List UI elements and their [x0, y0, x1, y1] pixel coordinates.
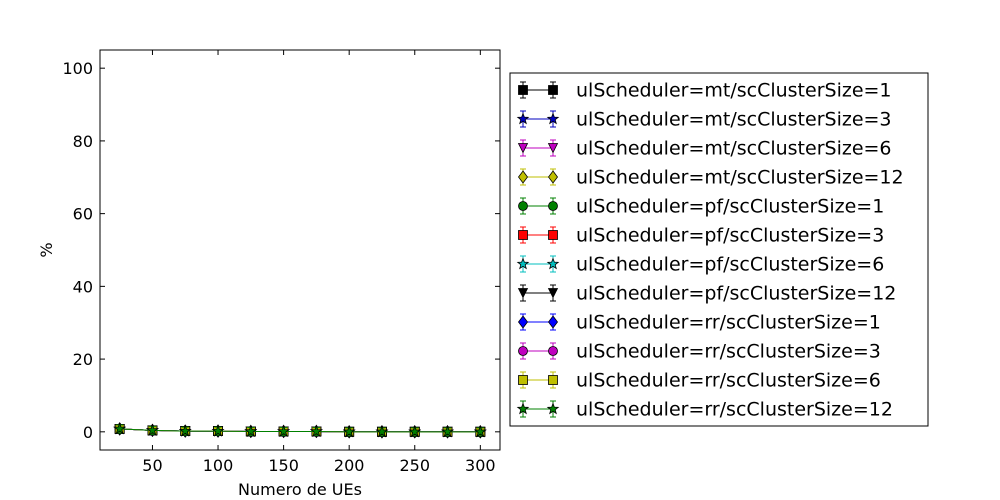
x-axis: 50 100 150 200 250 300 — [142, 50, 496, 475]
legend-label: ulScheduler=pf/scClusterSize=1 — [576, 196, 884, 218]
legend-marker — [547, 288, 559, 299]
legend-marker — [546, 257, 560, 270]
legend-marker — [517, 288, 529, 299]
y-tick-label: 40 — [73, 277, 93, 296]
y-tick-label: 0 — [83, 423, 93, 442]
legend-label: ulScheduler=mt/scClusterSize=3 — [576, 109, 892, 131]
y-tick-label: 60 — [73, 205, 93, 224]
y-axis: 0 20 40 60 80 100 — [62, 59, 500, 442]
legend-label: ulScheduler=pf/scClusterSize=3 — [576, 225, 884, 247]
series-12 — [113, 422, 487, 438]
y-tick-label: 100 — [62, 59, 93, 78]
data-point — [310, 424, 323, 437]
legend-marker — [546, 112, 560, 125]
legend-marker — [518, 375, 528, 385]
legend-label: ulScheduler=mt/scClusterSize=12 — [576, 167, 904, 189]
y-axis-label: % — [37, 242, 56, 257]
data-point — [277, 424, 290, 437]
legend-item: ulScheduler=pf/scClusterSize=6 — [516, 254, 884, 276]
legend-marker — [548, 230, 558, 240]
x-tick-label: 300 — [465, 456, 496, 475]
legend-marker — [548, 375, 558, 385]
series-7 — [113, 422, 487, 438]
legend-item: ulScheduler=mt/scClusterSize=1 — [518, 80, 892, 102]
legend-label: ulScheduler=pf/scClusterSize=12 — [576, 283, 896, 305]
legend-box — [509, 72, 929, 427]
legend-marker — [548, 346, 558, 356]
x-tick-label: 100 — [203, 456, 234, 475]
legend-item: ulScheduler=pf/scClusterSize=1 — [518, 196, 884, 218]
data-point — [211, 424, 225, 437]
legend-marker — [518, 170, 528, 184]
legend-marker — [548, 315, 558, 329]
y-tick-label: 80 — [73, 132, 93, 151]
legend-label: ulScheduler=mt/scClusterSize=1 — [576, 80, 892, 102]
legend-item: ulScheduler=rr/scClusterSize=1 — [518, 312, 881, 334]
data-point — [375, 425, 389, 438]
legend-marker — [547, 143, 559, 154]
series-2 — [113, 422, 487, 438]
legend-marker — [518, 315, 528, 329]
y-tick-label: 20 — [73, 350, 93, 369]
legend-marker — [516, 257, 530, 270]
data-point — [178, 424, 192, 437]
legend-marker — [516, 402, 530, 415]
legend-marker — [518, 346, 528, 356]
plot-frame — [99, 49, 501, 451]
data-point — [113, 422, 126, 435]
legend-item: ulScheduler=rr/scClusterSize=3 — [518, 341, 881, 363]
legend-item: ulScheduler=mt/scClusterSize=6 — [517, 138, 892, 160]
data-point — [244, 424, 258, 437]
legend-marker — [517, 143, 529, 154]
legend-marker — [546, 402, 560, 415]
legend-marker — [516, 112, 530, 125]
x-tick-label: 150 — [268, 456, 299, 475]
legend-item: ulScheduler=pf/scClusterSize=12 — [517, 283, 896, 305]
legend-marker — [518, 230, 528, 240]
legend-label: ulScheduler=rr/scClusterSize=1 — [576, 312, 881, 334]
x-tick-label: 50 — [142, 456, 162, 475]
x-axis-label: Numero de UEs — [238, 480, 362, 499]
x-tick-label: 200 — [334, 456, 365, 475]
legend-item: ulScheduler=mt/scClusterSize=12 — [518, 167, 904, 189]
series-line — [119, 428, 481, 433]
plot-area — [99, 49, 501, 451]
data-point — [474, 425, 487, 438]
legend-marker — [548, 85, 558, 95]
data-point — [408, 425, 422, 438]
data-point — [441, 425, 454, 438]
legend-marker — [518, 201, 528, 211]
legend-label: ulScheduler=rr/scClusterSize=12 — [576, 399, 893, 421]
legend-label: ulScheduler=pf/scClusterSize=6 — [576, 254, 884, 276]
legend-item: ulScheduler=rr/scClusterSize=12 — [516, 399, 893, 421]
x-tick-label: 250 — [399, 456, 430, 475]
legend-marker — [518, 85, 528, 95]
data-point — [146, 423, 159, 436]
legend-marker — [548, 201, 558, 211]
legend-label: ulScheduler=rr/scClusterSize=6 — [576, 370, 881, 392]
legend: ulScheduler=mt/scClusterSize=1 ulSchedule… — [509, 72, 929, 427]
legend-label: ulScheduler=rr/scClusterSize=3 — [576, 341, 881, 363]
legend-marker — [548, 170, 558, 184]
legend-label: ulScheduler=mt/scClusterSize=6 — [576, 138, 892, 160]
legend-item: ulScheduler=rr/scClusterSize=6 — [518, 370, 881, 392]
legend-item: ulScheduler=mt/scClusterSize=3 — [516, 109, 892, 131]
legend-item: ulScheduler=pf/scClusterSize=3 — [518, 225, 884, 247]
data-point — [342, 425, 356, 438]
